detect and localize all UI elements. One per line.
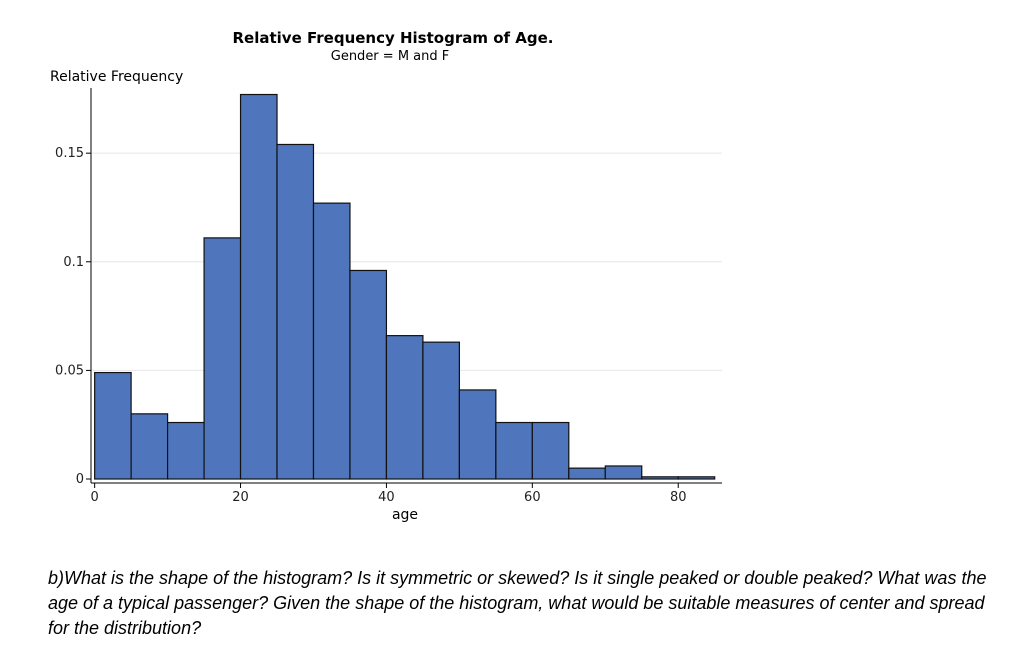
x-tick-label: 80 [670, 490, 687, 505]
histogram-bar [677, 476, 716, 480]
x-tick-label: 40 [378, 490, 395, 505]
x-tick-label: 0 [91, 490, 99, 505]
histogram-bar [604, 465, 643, 480]
histogram-bar [349, 269, 388, 480]
histogram-bar [312, 202, 351, 480]
histogram-chart: Relative Frequency Histogram of Age. Gen… [50, 29, 722, 523]
x-tick-label: 60 [524, 490, 541, 505]
histogram-bar [276, 143, 315, 480]
histogram-bar [458, 389, 497, 480]
x-axis-label: age [392, 507, 418, 523]
question-text: b)What is the shape of the histogram? Is… [48, 568, 987, 638]
histogram-bar [130, 413, 169, 480]
histogram-bars [94, 93, 716, 480]
chart-subtitle: Gender = M and F [331, 49, 449, 64]
histogram-bar [203, 237, 242, 480]
histogram-bar [641, 476, 679, 480]
y-tick-label: 0.15 [55, 146, 84, 161]
histogram-bar [166, 421, 205, 480]
y-tick-label: 0.05 [55, 363, 84, 378]
histogram-bar [94, 371, 132, 480]
chart-title: Relative Frequency Histogram of Age. [233, 29, 554, 47]
x-tick-label: 20 [232, 490, 249, 505]
axes [86, 88, 722, 488]
histogram-bar [495, 421, 533, 480]
histogram-bar [239, 93, 278, 480]
histogram-bar [385, 335, 424, 480]
histogram-bar [568, 467, 606, 480]
y-axis-label: Relative Frequency [50, 69, 183, 85]
histogram-bar [531, 421, 570, 480]
tick-labels: 0 0.05 0.1 0.15 0 20 40 60 80 [55, 146, 686, 505]
y-tick-label: 0.1 [63, 255, 84, 270]
histogram-bar [422, 341, 460, 480]
y-tick-label: 0 [76, 472, 84, 487]
